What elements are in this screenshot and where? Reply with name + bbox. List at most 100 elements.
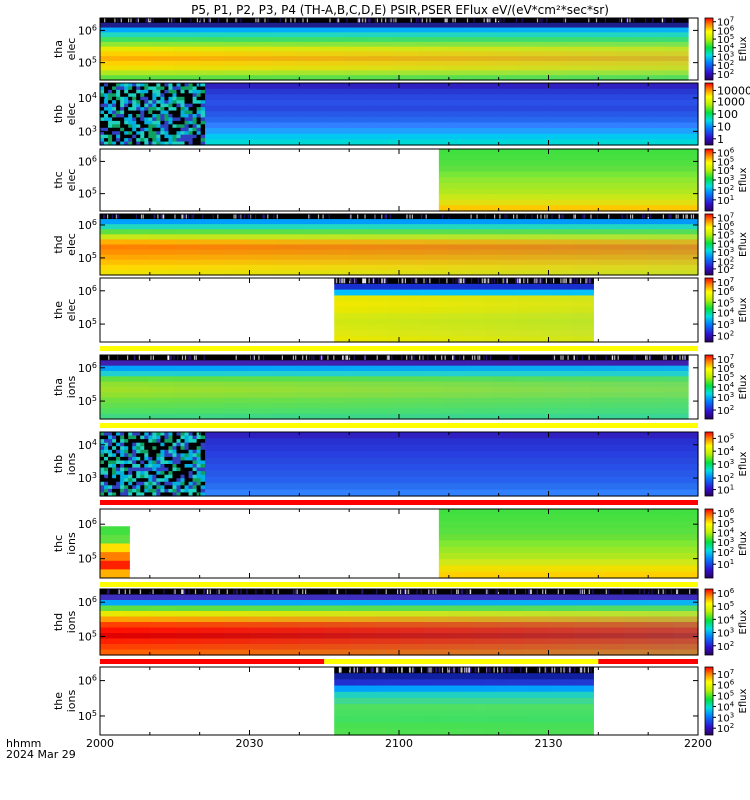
spectrogram-cell: [525, 188, 537, 195]
spectrogram-cell: [460, 546, 472, 554]
spectrogram-cell: [442, 330, 454, 337]
spectrogram-cell: [423, 649, 450, 656]
colorbar-tick-label: 107: [717, 353, 734, 366]
spectrogram-cell: [124, 605, 151, 612]
spectrogram-cell: [144, 488, 149, 493]
spectrogram-cell: [112, 96, 117, 101]
spectrogram-cell: [108, 138, 113, 142]
spectrogram-cell: [172, 117, 177, 122]
spectrogram-cell: [132, 481, 137, 486]
spectrogram-cell: [516, 18, 542, 24]
spectrogram-texture: [562, 214, 564, 219]
spectrogram-cell: [399, 728, 411, 736]
spectrogram-cell: [388, 691, 400, 699]
spectrogram-cell: [467, 60, 493, 67]
spectrogram-cell: [164, 93, 169, 98]
spectrogram-cell: [299, 259, 325, 266]
spectrogram-cell: [557, 534, 570, 541]
spectrogram-cell: [374, 269, 400, 276]
spectrogram-cell: [108, 107, 113, 111]
spectrogram-cell: [116, 117, 121, 122]
spectrogram-cell: [148, 131, 153, 136]
spectrogram-cell: [224, 649, 251, 656]
spectrogram-cell: [582, 295, 594, 302]
spectrogram-cell: [492, 75, 518, 81]
spectrogram-cell: [448, 234, 475, 241]
spectrogram-cell: [176, 93, 181, 98]
spectrogram-cell: [100, 120, 105, 125]
spectrogram-texture: [135, 18, 137, 23]
y-tick-label: 106: [78, 517, 97, 531]
spectrogram-cell: [176, 107, 181, 111]
spectrogram-cell: [473, 464, 500, 471]
spectrogram-cell: [100, 413, 126, 420]
spectrogram: [100, 432, 699, 497]
spectrogram-cell: [528, 728, 540, 736]
spectrogram-texture: [267, 214, 269, 219]
spectrogram-cell: [514, 154, 526, 161]
spectrogram-cell: [196, 492, 202, 497]
spectrogram-cell: [156, 439, 161, 444]
spectrogram-cell: [523, 105, 550, 112]
spectrogram-cell: [639, 56, 665, 62]
spectrogram-cell: [442, 324, 454, 331]
spectrogram-cell: [590, 75, 616, 81]
spectrogram-cell: [128, 474, 133, 479]
spectrogram-cell: [180, 460, 185, 465]
spectrogram-cell: [471, 565, 483, 573]
spectrogram-cell: [485, 704, 497, 711]
spectrogram-cell: [573, 633, 599, 640]
spectrogram-cell: [100, 96, 105, 101]
spectrogram-cell: [324, 451, 350, 459]
spectrogram-cell: [198, 387, 224, 393]
spectrogram-cell: [409, 289, 422, 297]
spectrogram-cell: [418, 355, 444, 361]
spectrogram-cell: [124, 65, 150, 72]
spectrogram-cell: [452, 710, 465, 718]
spectrogram-cell: [152, 460, 157, 465]
spectrogram-cell: [128, 83, 133, 87]
spectrogram-cell: [349, 600, 375, 607]
spectrogram-cell: [548, 88, 575, 95]
spectrogram-cell: [100, 381, 126, 388]
spectrogram-cell: [100, 32, 126, 38]
spectrogram-cell: [590, 56, 616, 62]
spectrogram-cell: [473, 649, 500, 656]
spectrogram-cell: [184, 103, 189, 108]
spectrogram-texture: [410, 18, 412, 23]
spectrogram-texture: [530, 589, 532, 594]
spectrogram-cell: [156, 488, 161, 493]
spectrogram-cell: [573, 438, 599, 446]
spectrogram-texture: [544, 214, 546, 219]
spectrogram-cell: [565, 56, 591, 62]
spectrogram-cell: [120, 485, 125, 490]
spectrogram-texture: [621, 214, 623, 219]
spectrogram-cell: [168, 131, 173, 136]
spectrogram-cell: [274, 644, 300, 651]
spectrogram-cell: [423, 644, 450, 651]
spectrogram-cell: [639, 392, 665, 399]
spectrogram-cell: [184, 460, 189, 465]
spectrogram-texture: [104, 214, 106, 219]
spectrogram-texture: [494, 214, 496, 219]
spectrogram-cell: [399, 644, 425, 651]
spectrogram-cell: [673, 244, 699, 251]
spectrogram-cell: [320, 51, 346, 57]
spectrogram-cell: [496, 716, 508, 724]
spectrogram-cell: [648, 438, 674, 446]
spectrogram-cell: [523, 139, 550, 146]
spectrogram-cell: [112, 103, 117, 108]
spectrogram-cell: [399, 301, 411, 308]
spectrogram-texture: [608, 214, 610, 219]
spectrogram-cell: [623, 264, 649, 271]
spectrogram-cell: [120, 488, 125, 493]
spectrogram-texture: [276, 214, 278, 219]
spectrogram-texture: [571, 278, 573, 284]
spectrogram-cell: [296, 22, 322, 29]
spectrogram-cell: [611, 177, 624, 184]
spectrogram-cell: [144, 131, 149, 136]
spectrogram-cell: [633, 188, 645, 195]
spectrogram-cell: [120, 478, 125, 483]
spectrogram-cell: [443, 32, 469, 38]
spectrogram-cell: [124, 413, 150, 420]
